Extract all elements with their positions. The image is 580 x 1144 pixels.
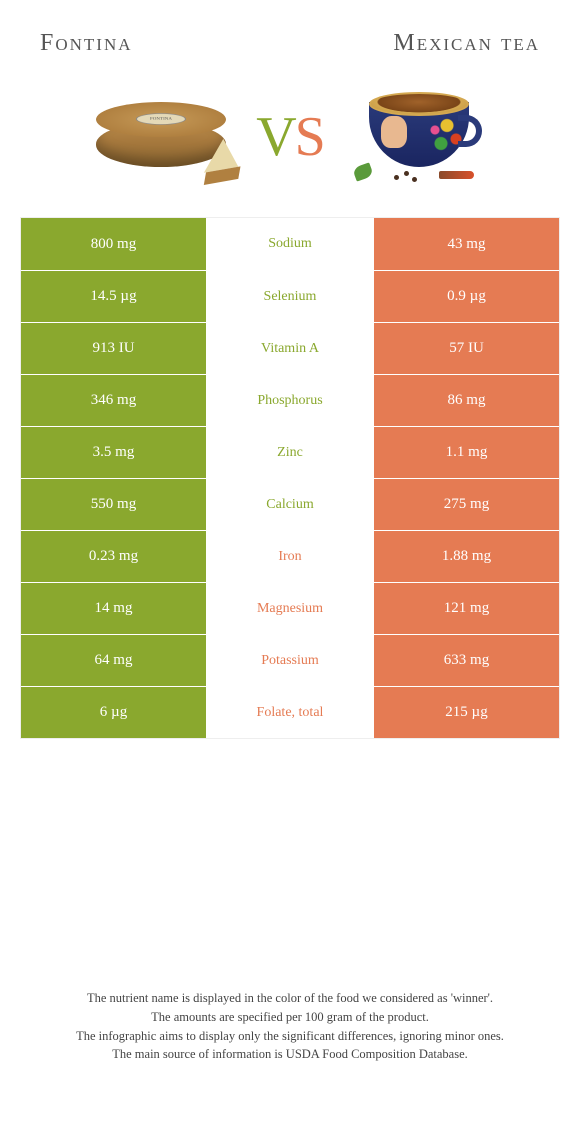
table-row: 800 mgSodium43 mg xyxy=(21,218,559,270)
footer-line: The main source of information is USDA F… xyxy=(30,1045,550,1064)
table-row: 346 mgPhosphorus86 mg xyxy=(21,374,559,426)
nutrient-label: Sodium xyxy=(206,218,374,270)
footer-line: The nutrient name is displayed in the co… xyxy=(30,989,550,1008)
table-row: 64 mgPotassium633 mg xyxy=(21,634,559,686)
left-value: 3.5 mg xyxy=(21,427,206,478)
table-row: 3.5 mgZinc1.1 mg xyxy=(21,426,559,478)
right-value: 275 mg xyxy=(374,479,559,530)
nutrient-label: Magnesium xyxy=(206,583,374,634)
hero-row: FONTINA VS xyxy=(0,67,580,217)
nutrient-label: Iron xyxy=(206,531,374,582)
table-row: 6 µgFolate, total215 µg xyxy=(21,686,559,738)
left-value: 6 µg xyxy=(21,687,206,738)
vs-label: VS xyxy=(256,105,324,169)
left-value: 14 mg xyxy=(21,583,206,634)
table-row: 550 mgCalcium275 mg xyxy=(21,478,559,530)
right-value: 1.88 mg xyxy=(374,531,559,582)
left-value: 913 IU xyxy=(21,323,206,374)
right-value: 1.1 mg xyxy=(374,427,559,478)
nutrient-label: Calcium xyxy=(206,479,374,530)
right-value: 86 mg xyxy=(374,375,559,426)
nutrient-label: Potassium xyxy=(206,635,374,686)
nutrient-label: Folate, total xyxy=(206,687,374,738)
footer-line: The amounts are specified per 100 gram o… xyxy=(30,1008,550,1027)
left-value: 14.5 µg xyxy=(21,271,206,322)
table-row: 14 mgMagnesium121 mg xyxy=(21,582,559,634)
footer-notes: The nutrient name is displayed in the co… xyxy=(0,989,580,1064)
nutrient-label: Selenium xyxy=(206,271,374,322)
table-row: 913 IUVitamin A57 IU xyxy=(21,322,559,374)
nutrient-table: 800 mgSodium43 mg14.5 µgSelenium0.9 µg91… xyxy=(20,217,560,739)
vs-s: S xyxy=(295,106,324,168)
right-value: 633 mg xyxy=(374,635,559,686)
mexican-tea-image xyxy=(344,87,494,187)
left-value: 800 mg xyxy=(21,218,206,270)
left-value: 550 mg xyxy=(21,479,206,530)
right-value: 0.9 µg xyxy=(374,271,559,322)
title-right: Mexican tea xyxy=(393,30,540,57)
nutrient-label: Zinc xyxy=(206,427,374,478)
right-value: 121 mg xyxy=(374,583,559,634)
right-value: 57 IU xyxy=(374,323,559,374)
title-left: Fontina xyxy=(40,30,133,57)
left-value: 346 mg xyxy=(21,375,206,426)
left-value: 0.23 mg xyxy=(21,531,206,582)
fontina-image: FONTINA xyxy=(86,87,236,187)
table-row: 14.5 µgSelenium0.9 µg xyxy=(21,270,559,322)
right-value: 43 mg xyxy=(374,218,559,270)
nutrient-label: Phosphorus xyxy=(206,375,374,426)
title-row: Fontina Mexican tea xyxy=(0,0,580,67)
left-value: 64 mg xyxy=(21,635,206,686)
vs-v: V xyxy=(256,106,294,168)
table-row: 0.23 mgIron1.88 mg xyxy=(21,530,559,582)
footer-line: The infographic aims to display only the… xyxy=(30,1027,550,1046)
right-value: 215 µg xyxy=(374,687,559,738)
nutrient-label: Vitamin A xyxy=(206,323,374,374)
